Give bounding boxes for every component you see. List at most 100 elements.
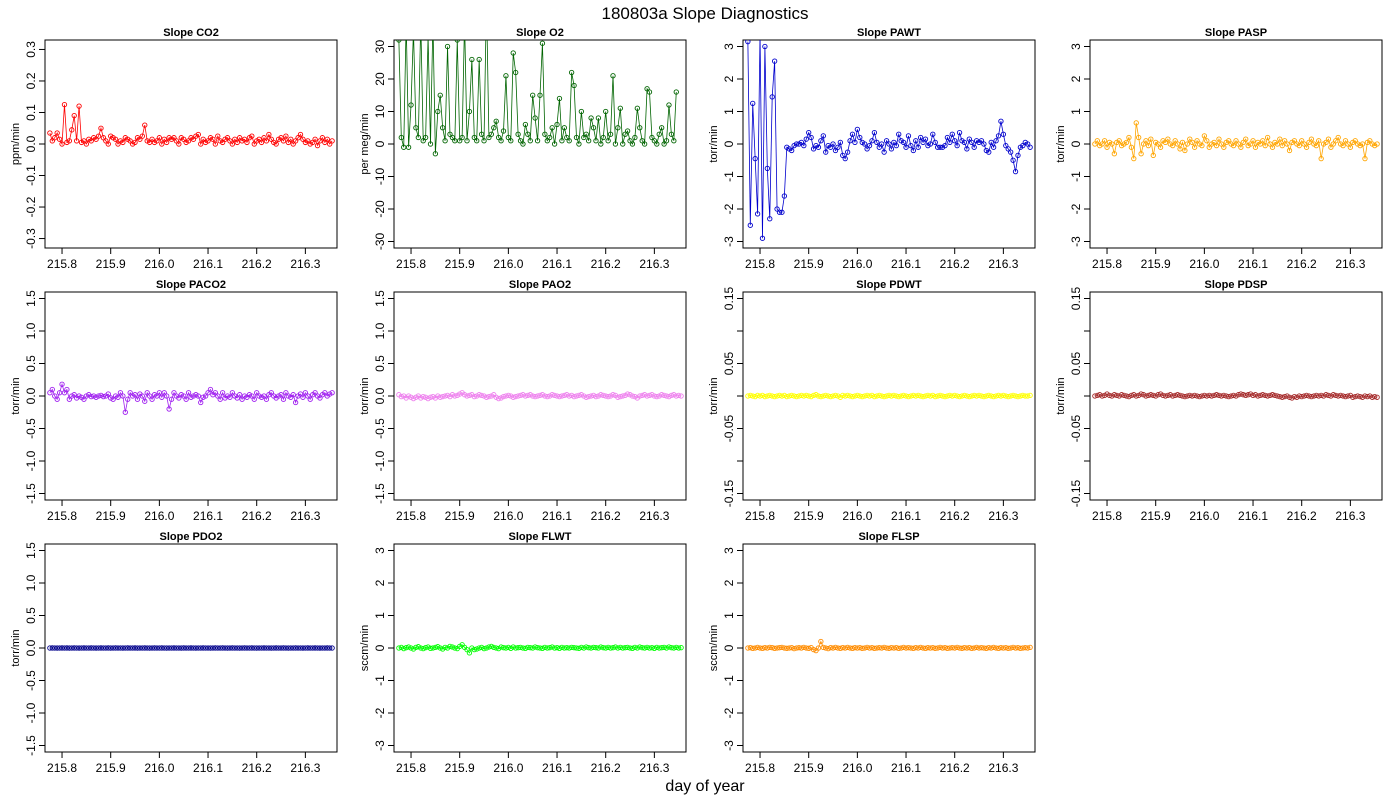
data-point (1027, 644, 1033, 650)
data-point (771, 58, 778, 64)
data-point (554, 393, 560, 399)
data-point (849, 131, 856, 137)
data-point (757, 645, 763, 651)
data-point (193, 645, 199, 651)
data-point (486, 393, 492, 400)
data-point (564, 645, 570, 651)
data-point (840, 392, 846, 398)
series-slope-flsp (745, 638, 1033, 654)
data-point (61, 645, 68, 651)
data-point (866, 645, 873, 651)
data-point (1017, 645, 1024, 651)
data-point (1155, 141, 1161, 147)
data-point (176, 141, 182, 147)
y-tick-label: 3 (722, 547, 736, 554)
series-line (1094, 122, 1378, 159)
data-point (1330, 141, 1336, 147)
data-point (1020, 645, 1026, 651)
x-tick-label: 215.8 (47, 761, 77, 775)
data-point (754, 211, 761, 217)
data-point (767, 216, 773, 222)
data-point (806, 393, 812, 399)
data-point (752, 645, 758, 651)
data-point (857, 645, 863, 651)
data-point (1250, 138, 1256, 144)
data-point (1143, 393, 1149, 399)
data-point (61, 101, 68, 108)
data-point (961, 139, 968, 146)
data-point (629, 393, 636, 399)
series-slope-paco2 (47, 381, 335, 415)
data-point (1123, 139, 1130, 146)
data-point (1131, 155, 1137, 162)
data-point (185, 390, 192, 396)
data-point (530, 645, 536, 651)
data-point (1223, 393, 1229, 399)
data-point (95, 133, 102, 139)
data-point (1213, 142, 1220, 149)
y-tick-label: 0.0 (24, 135, 38, 152)
data-point (874, 645, 880, 651)
data-point (1243, 136, 1249, 142)
data-point (202, 645, 209, 651)
data-point (1012, 168, 1019, 175)
data-point (515, 131, 521, 137)
data-point (913, 645, 919, 651)
data-point (1333, 392, 1339, 398)
data-point (159, 141, 165, 147)
data-point (142, 645, 148, 651)
y-tick-label: 1.0 (373, 322, 387, 339)
data-point (769, 94, 775, 100)
data-point (1184, 393, 1190, 399)
data-point (1020, 392, 1026, 398)
data-point (278, 645, 284, 651)
y-tick-label: -0.05 (722, 415, 736, 443)
x-tick-label: 216.0 (1189, 509, 1219, 523)
data-point (1123, 393, 1130, 399)
data-point (998, 393, 1004, 399)
data-point (437, 394, 443, 400)
data-point (900, 644, 907, 650)
data-point (789, 147, 795, 154)
x-tick-label: 216.2 (242, 257, 272, 271)
data-point (823, 645, 829, 651)
data-point (1228, 393, 1234, 399)
data-point (556, 645, 563, 651)
data-point (322, 390, 328, 396)
data-point (73, 645, 80, 651)
data-point (466, 650, 473, 656)
data-point (893, 393, 899, 399)
data-point (483, 394, 490, 400)
data-point (849, 393, 856, 400)
x-tick-label: 216.2 (1287, 509, 1317, 523)
data-point (637, 125, 643, 131)
x-tick-label: 216.2 (591, 761, 621, 775)
data-point (411, 28, 415, 32)
data-point (671, 645, 677, 651)
data-point (1101, 138, 1108, 144)
y-tick-label: -0.05 (1069, 415, 1083, 443)
data-point (1015, 152, 1021, 159)
data-point (188, 645, 194, 651)
data-point (862, 141, 868, 147)
data-point (103, 645, 109, 651)
data-point (983, 393, 989, 399)
data-point (263, 396, 270, 402)
data-point (1005, 146, 1011, 152)
data-point (244, 645, 250, 651)
data-point (922, 136, 929, 142)
data-point (622, 645, 628, 651)
x-tick-label: 216.0 (144, 509, 174, 523)
data-point (779, 393, 785, 399)
data-point (132, 139, 138, 146)
data-point (1226, 393, 1232, 400)
data-point (183, 645, 189, 651)
y-tick-label: 0.05 (1069, 351, 1083, 375)
x-tick-label: 215.9 (794, 257, 824, 271)
data-point (78, 645, 85, 651)
data-point (583, 131, 589, 137)
data-point (122, 409, 128, 415)
data-point (857, 134, 863, 141)
data-point (254, 645, 260, 651)
series-slope-co2 (47, 101, 335, 149)
